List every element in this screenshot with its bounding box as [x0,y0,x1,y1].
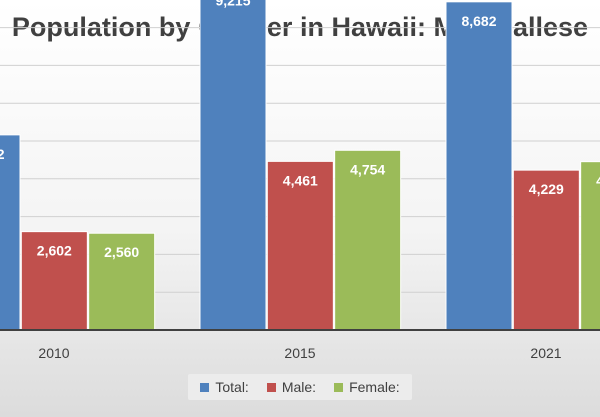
x-tick-label-2021: 2021 [530,345,561,361]
bar-2010-1 [20,231,88,331]
data-label-2021-1: 4,229 [529,181,564,197]
legend-swatch-2 [334,382,344,392]
legend-item-2: Female: [334,379,400,395]
legend-swatch-1 [266,382,276,392]
legend-label-0: Total: [215,379,249,395]
x-tick-label-2015: 2015 [284,345,315,361]
data-label-2010-2: 2,560 [104,244,139,260]
legend-label-2: Female: [349,379,400,395]
legend-label-1: Male: [281,379,317,395]
legend-item-1: Male: [266,379,317,395]
bar-2010-0 [0,134,21,331]
legend-item-0: Total: [200,379,249,395]
data-label-2015-1: 4,461 [283,172,318,188]
bar-2015-1 [266,160,334,331]
bar-2015-2 [334,149,402,331]
bar-2021-0 [445,1,513,331]
legend-swatch-0 [200,382,210,392]
legend-box: Total: Male: Female: [188,374,412,400]
legend: Total: Male: Female: [0,372,600,402]
bar-2010-2 [88,232,156,331]
data-label-2010-0: 5,162 [0,146,5,162]
data-label-2021-0: 8,682 [461,13,496,29]
x-tick-label-2010: 2010 [38,345,69,361]
bar-2021-2 [580,161,600,331]
bar-2021-1 [512,169,580,331]
bar-2015-0 [199,0,267,331]
data-label-2021-2: 4,453 [596,173,600,189]
data-label-2015-0: 9,215 [215,0,250,9]
data-label-2010-1: 2,602 [37,243,72,259]
data-label-2015-2: 4,754 [350,161,385,177]
